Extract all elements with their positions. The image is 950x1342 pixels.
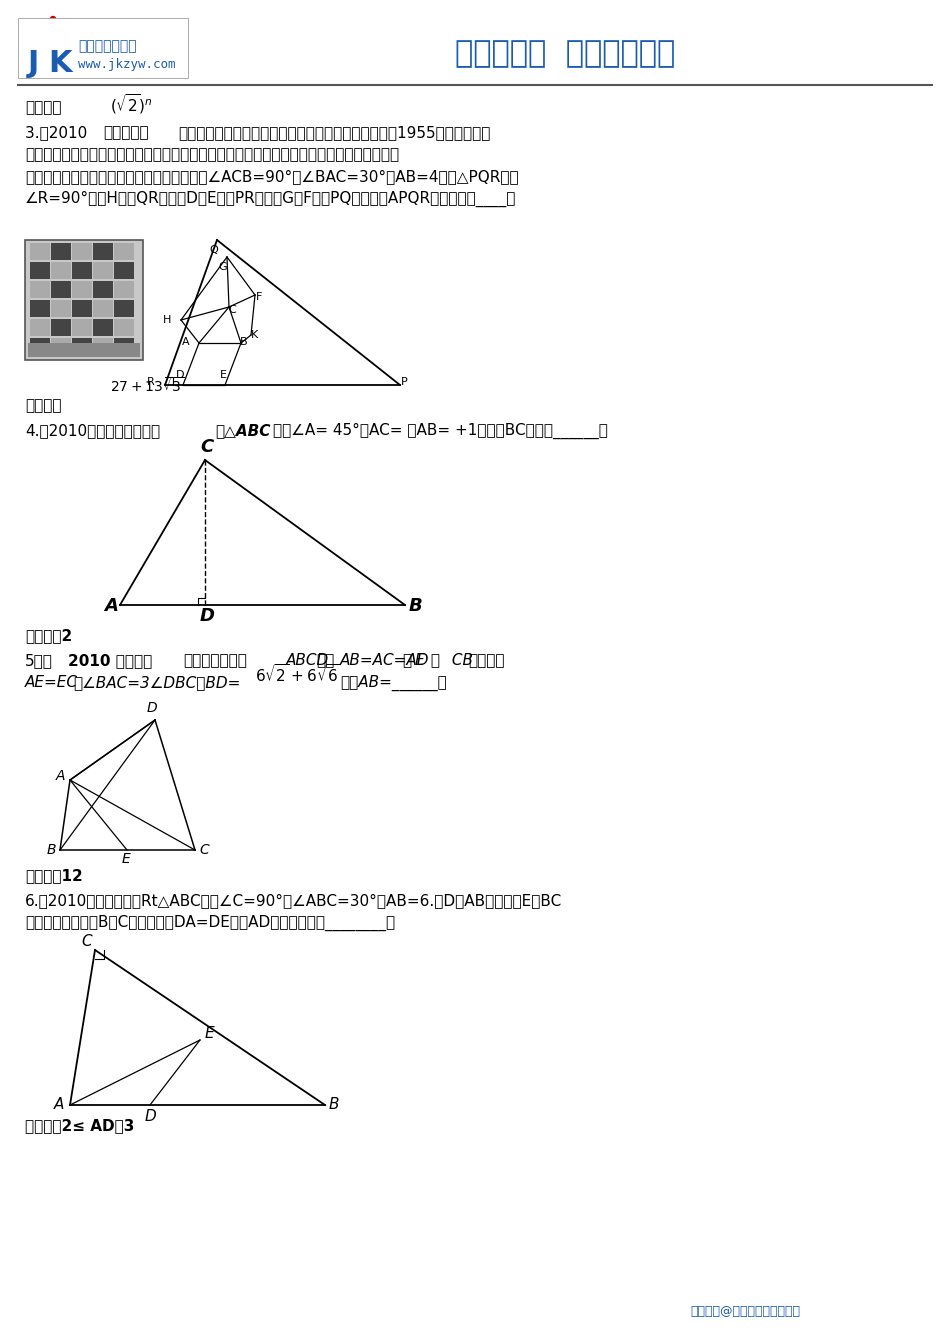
Text: E: E <box>415 654 425 668</box>
Text: R: R <box>147 377 155 386</box>
Text: H: H <box>162 315 171 325</box>
Text: ，: ， <box>402 654 411 668</box>
Text: AE=EC: AE=EC <box>25 675 78 690</box>
Bar <box>72 243 92 260</box>
Bar <box>30 301 50 317</box>
Text: E: E <box>122 852 131 866</box>
Bar <box>93 338 113 356</box>
Text: C: C <box>200 437 213 456</box>
Text: C: C <box>81 934 91 949</box>
Text: E: E <box>205 1027 215 1041</box>
Text: 中，∠A= 45°，AC= ，AB= +1，则边BC的长为______。: 中，∠A= 45°，AC= ，AB= +1，则边BC的长为______。 <box>273 423 608 439</box>
Text: 4.（2010四川宜宾）已知，: 4.（2010四川宜宾）已知， <box>25 423 161 437</box>
Text: P: P <box>401 377 408 386</box>
Text: www.jkzyw.com: www.jkzyw.com <box>78 58 176 71</box>
Text: 在△ABC: 在△ABC <box>215 423 271 437</box>
Text: B: B <box>409 597 423 615</box>
Bar <box>114 319 134 336</box>
Text: $(\sqrt{2})^n$: $(\sqrt{2})^n$ <box>110 93 153 117</box>
Text: CB: CB <box>447 654 478 668</box>
Bar <box>28 344 140 357</box>
Text: E: E <box>219 370 226 380</box>
Bar <box>114 338 134 356</box>
Text: 【答案】: 【答案】 <box>25 101 62 115</box>
Text: K: K <box>252 330 258 340</box>
Text: $6\sqrt{2}+6\sqrt{6}$: $6\sqrt{2}+6\sqrt{6}$ <box>255 663 341 684</box>
Text: ∠R=90°，点H在边QR上，点D，E在边PR上，点G，F在边PQ上，那么APQR的周长等于____。: ∠R=90°，点H在边QR上，点D，E在边PR上，点G，F在边PQ上，那么APQ… <box>25 191 517 207</box>
Text: 【答案】12: 【答案】12 <box>25 868 83 883</box>
Text: A: A <box>54 1096 65 1113</box>
Text: 浙江省温州: 浙江省温州 <box>103 125 148 140</box>
Text: 中国教考资源网: 中国教考资源网 <box>78 39 137 52</box>
Bar <box>114 262 134 279</box>
Text: 二枚以勾股图为背景的邮票。所谓勾股图是指以直角三角形的三边为边向外作正方形构成，它: 二枚以勾股图为背景的邮票。所谓勾股图是指以直角三角形的三边为边向外作正方形构成，… <box>25 148 399 162</box>
Text: 5．（: 5．（ <box>25 654 53 668</box>
Bar <box>72 301 92 317</box>
Text: ，∠BAC=3∠DBC，BD=: ，∠BAC=3∠DBC，BD= <box>73 675 240 690</box>
Bar <box>51 243 71 260</box>
Bar <box>30 262 50 279</box>
Text: 可以验证勾股定理。在右图的勾股图中，已知∠ACB=90°，∠BAC=30°，AB=4。作△PQR使得: 可以验证勾股定理。在右图的勾股图中，已知∠ACB=90°，∠BAC=30°，AB… <box>25 169 519 184</box>
Bar <box>18 17 188 78</box>
Text: D: D <box>200 607 215 625</box>
Text: ）勾股定理有着悠久的历史，它曾引起很多人的兴趣。1955年希腊发行了: ）勾股定理有着悠久的历史，它曾引起很多人的兴趣。1955年希腊发行了 <box>178 125 490 140</box>
Bar <box>114 243 134 260</box>
Text: A: A <box>104 597 118 615</box>
Bar <box>51 262 71 279</box>
Bar <box>30 243 50 260</box>
Text: C: C <box>199 843 209 858</box>
Bar <box>93 262 113 279</box>
Text: 教考资源网  助您教考无忧: 教考资源网 助您教考无忧 <box>455 39 675 68</box>
Text: G: G <box>218 262 227 272</box>
Bar <box>51 338 71 356</box>
Bar <box>72 280 92 298</box>
Text: Q: Q <box>210 246 218 255</box>
Text: B: B <box>47 843 56 858</box>
Text: F: F <box>256 293 262 302</box>
Text: 【答案】2: 【答案】2 <box>25 628 72 643</box>
Text: B: B <box>329 1096 339 1113</box>
Ellipse shape <box>49 16 56 27</box>
Text: A: A <box>182 337 190 348</box>
Text: 边上一点（不与点B、C重合），且DA=DE，则AD的取值范围是________。: 边上一点（不与点B、C重合），且DA=DE，则AD的取值范围是________。 <box>25 915 395 931</box>
Bar <box>51 280 71 298</box>
Bar <box>51 301 71 317</box>
Text: B: B <box>240 337 248 348</box>
Text: J: J <box>28 50 39 78</box>
Text: K: K <box>48 50 71 78</box>
Text: C: C <box>228 305 236 315</box>
Bar <box>72 319 92 336</box>
Text: AB=AC=AD: AB=AC=AD <box>340 654 429 668</box>
Bar <box>72 338 92 356</box>
Bar <box>114 301 134 317</box>
Bar <box>51 319 71 336</box>
Bar <box>93 301 113 317</box>
Text: 【答案】2≤ AD＜3: 【答案】2≤ AD＜3 <box>25 1118 134 1133</box>
Text: 【答案】: 【答案】 <box>25 399 62 413</box>
Bar <box>30 319 50 336</box>
Text: 的中点，: 的中点， <box>468 654 504 668</box>
Bar <box>93 280 113 298</box>
Text: D: D <box>176 370 184 380</box>
Text: 中，: 中， <box>316 654 334 668</box>
Text: 是: 是 <box>426 654 440 668</box>
Text: ）如图，四边形: ）如图，四边形 <box>183 654 247 668</box>
Text: A: A <box>56 769 66 782</box>
Bar <box>93 243 113 260</box>
Text: $27+13\sqrt{3}$: $27+13\sqrt{3}$ <box>110 376 184 395</box>
Bar <box>30 280 50 298</box>
Text: 版权所有@中国教育考试资源网: 版权所有@中国教育考试资源网 <box>690 1304 800 1318</box>
Bar <box>30 338 50 356</box>
Bar <box>93 319 113 336</box>
Text: 3.（2010: 3.（2010 <box>25 125 92 140</box>
Text: D: D <box>145 1108 157 1125</box>
Text: ，则AB=______。: ，则AB=______。 <box>340 675 446 691</box>
Text: D: D <box>146 701 158 715</box>
Bar <box>72 262 92 279</box>
Text: 6.（2010河南）如图，Rt△ABC中，∠C=90°，∠ABC=30°，AB=6.点D在AB边上，点E是BC: 6.（2010河南）如图，Rt△ABC中，∠C=90°，∠ABC=30°，AB=… <box>25 892 562 909</box>
Text: 2010 湖北鄂州: 2010 湖北鄂州 <box>68 654 152 668</box>
Bar <box>114 280 134 298</box>
Bar <box>25 240 143 360</box>
Text: ABCD: ABCD <box>286 654 330 668</box>
